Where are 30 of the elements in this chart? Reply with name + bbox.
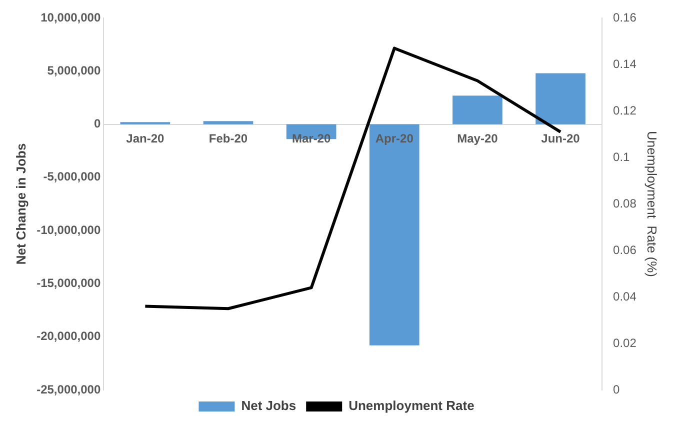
x-tick-label: Apr-20 (375, 132, 414, 146)
y2-tick-label: 0.04 (613, 289, 637, 304)
x-tick-label: May-20 (457, 132, 498, 146)
bar (203, 121, 254, 124)
y-tick-label: -20,000,000 (36, 329, 101, 344)
bar (369, 124, 420, 346)
x-tick-label: Feb-20 (208, 132, 248, 146)
bar (452, 96, 502, 124)
x-tick-label: Jan-20 (126, 132, 165, 146)
x-tick-label: Jun-20 (541, 132, 580, 146)
y2-tick-label: 0.14 (613, 56, 637, 71)
y-tick-label: -25,000,000 (36, 382, 101, 396)
bar (536, 73, 586, 124)
y2-tick-label: 0 (613, 382, 620, 396)
legend-label: Net Jobs (241, 398, 296, 414)
y-tick-label: 10,000,000 (40, 10, 101, 24)
y-tick-label: -15,000,000 (36, 276, 101, 290)
y2-tick-label: 0.1 (613, 150, 630, 164)
y2-tick-label: 0.02 (613, 336, 637, 350)
y-tick-label: 5,000,000 (47, 63, 101, 78)
y-tick-label: -5,000,000 (43, 170, 101, 184)
y2-axis-title: Unemployment Rate (%) (644, 131, 660, 277)
y2-tick-label: 0.16 (613, 10, 637, 24)
y2-tick-label: 0.08 (613, 196, 637, 210)
y-tick-label: 0 (94, 116, 101, 131)
y-axis-title: Net Change in Jobs (13, 143, 28, 265)
y2-tick-label: 0.12 (613, 103, 637, 118)
y-tick-label: -10,000,000 (36, 222, 101, 237)
y2-tick-label: 0.06 (613, 242, 637, 257)
legend-label: Unemployment Rate (348, 398, 474, 414)
